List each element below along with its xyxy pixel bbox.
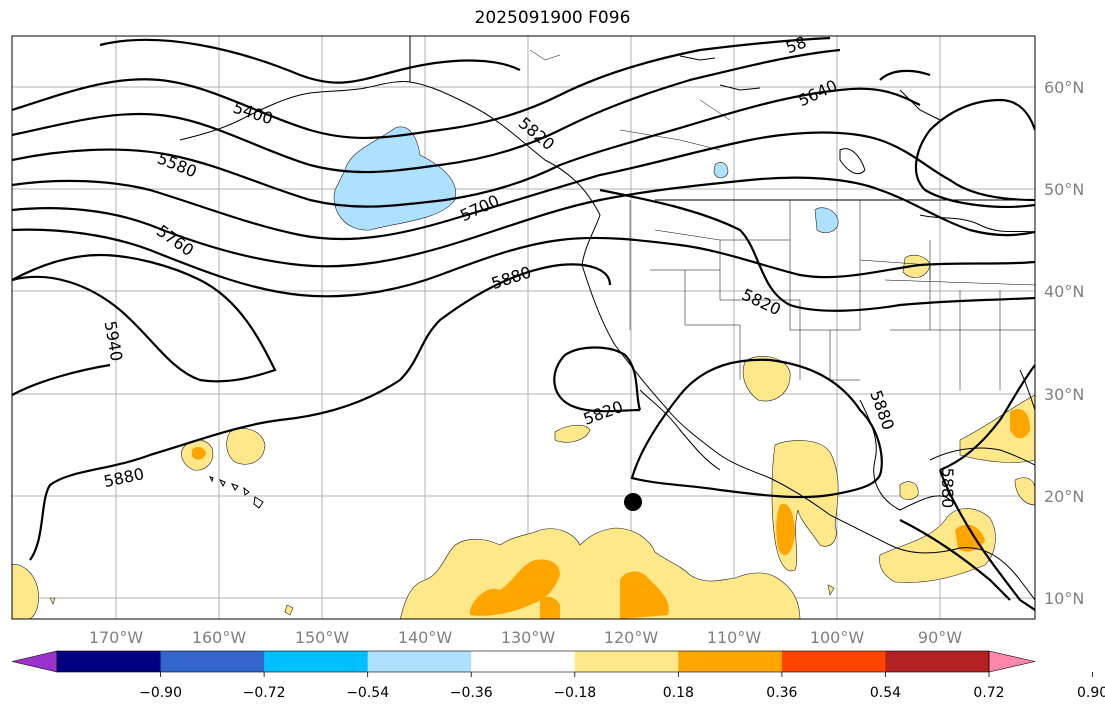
longitude-label: 110°W (707, 628, 762, 647)
positive-anomaly-region (620, 571, 669, 619)
longitude-label: 90°W (918, 628, 962, 647)
positive-anomaly-region (742, 355, 791, 402)
map-background (12, 36, 1035, 619)
longitude-labels: 170°W 160°W 150°W 140°W 130°W 120°W 110°W 100°W… (89, 628, 962, 647)
positive-anomaly-region (1010, 409, 1030, 439)
colorbar-segment (160, 651, 265, 672)
positive-anomaly-region (12, 564, 39, 619)
longitude-label: 150°W (295, 628, 350, 647)
positive-anomaly-region (540, 596, 560, 619)
negative-anomaly-region (333, 126, 457, 231)
positive-anomaly-region (226, 428, 266, 465)
negative-anomaly-region (713, 162, 729, 179)
colorbar-tick-label: −0.72 (243, 685, 286, 701)
colorbar-outline (56, 650, 990, 673)
latitude-label: 30°N (1044, 385, 1084, 404)
longitude-label: 100°W (810, 628, 865, 647)
colorbar-segment (57, 651, 162, 672)
positive-anomaly-region (470, 559, 560, 616)
positive-anomaly-region (554, 424, 591, 443)
latitude-label: 40°N (1044, 282, 1084, 301)
contour-label: 5880 (938, 468, 957, 509)
colorbar-segment (264, 651, 369, 672)
positive-anomaly-region (49, 597, 56, 605)
positive-anomaly-region (899, 481, 919, 500)
positive-anomaly-region (192, 446, 206, 460)
positive-anomaly-region (284, 604, 294, 616)
longitude-label: 140°W (398, 628, 453, 647)
colorbar-tick-label: 0.54 (870, 685, 901, 701)
colorbar-min-extend (11, 650, 58, 673)
colorbar-max-extend (988, 650, 1036, 673)
colorbar-segment (574, 651, 679, 672)
latitude-label: 50°N (1044, 180, 1084, 199)
longitude-label: 160°W (192, 628, 247, 647)
colorbar-tick-label: −0.54 (346, 685, 389, 701)
colorbar (11, 650, 1036, 673)
latitude-label: 60°N (1044, 78, 1084, 97)
gridlines (12, 36, 1035, 619)
colorbar-segment (471, 651, 576, 672)
negative-anomaly-region (814, 207, 839, 233)
colorbar-segment (781, 651, 886, 672)
positive-anomaly-region (776, 503, 795, 556)
map-title: 2025091900 F096 (474, 8, 631, 28)
shaded-anomaly-regions (12, 126, 1035, 619)
longitude-label: 120°W (604, 628, 659, 647)
colorbar-ticks: −0.90 −0.72 −0.54 −0.36 −0.18 0.18 0.36 0.54 0.7… (139, 672, 1105, 701)
colorbar-tick-label: 0.36 (766, 685, 797, 701)
colorbar-segment (885, 651, 990, 672)
latitude-labels: 60°N 50°N 40°N 30°N 20°N 10°N (1044, 78, 1084, 608)
height-contours (12, 36, 1035, 611)
positive-anomaly-region (1014, 477, 1035, 506)
coastlines (179, 36, 1035, 601)
map-frame (11, 35, 1036, 620)
colorbar-tick-label: 0.18 (663, 685, 694, 701)
longitude-label: 130°W (501, 628, 556, 647)
colorbar-tick-label: 0.72 (973, 685, 1004, 701)
colorbar-tick-label: −0.36 (450, 685, 493, 701)
positive-anomaly-region (827, 584, 835, 596)
colorbar-tick-label: −0.18 (553, 685, 596, 701)
storm-center-dot (624, 493, 642, 511)
colorbar-tick-label: 0.90 (1077, 685, 1105, 701)
colorbar-tick-label: −0.90 (139, 685, 182, 701)
hawaii-islands (209, 476, 264, 509)
colorbar-segment (367, 651, 472, 672)
positive-anomaly-region (955, 524, 985, 552)
colorbar-segment (678, 651, 783, 672)
longitude-label: 170°W (89, 628, 144, 647)
latitude-label: 20°N (1044, 487, 1084, 506)
latitude-label: 10°N (1044, 589, 1084, 608)
